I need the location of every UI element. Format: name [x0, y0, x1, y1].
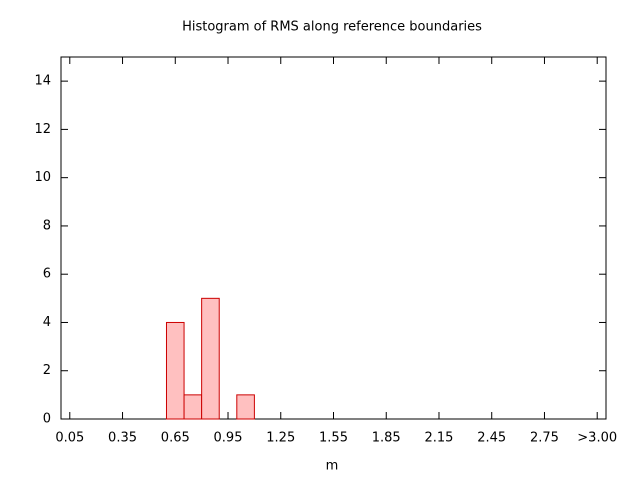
x-tick-label: 0.65 — [161, 431, 190, 446]
y-tick-label: 14 — [34, 74, 51, 89]
x-tick-label: 0.35 — [108, 431, 137, 446]
y-tick-label: 6 — [43, 267, 51, 282]
x-tick-label: 2.75 — [530, 431, 559, 446]
plot-frame — [60, 56, 607, 420]
x-tick-label: >3.00 — [577, 431, 617, 446]
x-tick-label: 0.05 — [55, 431, 84, 446]
chart-title: Histogram of RMS along reference boundar… — [182, 20, 482, 35]
y-tick-label: 2 — [43, 363, 51, 378]
histogram-bar — [201, 297, 220, 420]
x-tick-label: 1.85 — [372, 431, 401, 446]
x-tick-label: 0.95 — [214, 431, 243, 446]
y-tick-label: 0 — [43, 412, 51, 427]
y-tick-label: 4 — [43, 315, 51, 330]
y-tick-label: 8 — [43, 218, 51, 233]
y-tick-label: 12 — [34, 122, 51, 137]
y-tick-label: 10 — [34, 170, 51, 185]
x-tick-label: 1.55 — [319, 431, 348, 446]
x-tick-label: 2.15 — [425, 431, 454, 446]
x-axis-label: m — [326, 459, 339, 474]
x-tick-label: 1.25 — [266, 431, 295, 446]
x-tick-label: 2.45 — [477, 431, 506, 446]
histogram-bar — [236, 394, 255, 420]
histogram-bar — [183, 394, 203, 420]
histogram-bar — [165, 321, 185, 420]
